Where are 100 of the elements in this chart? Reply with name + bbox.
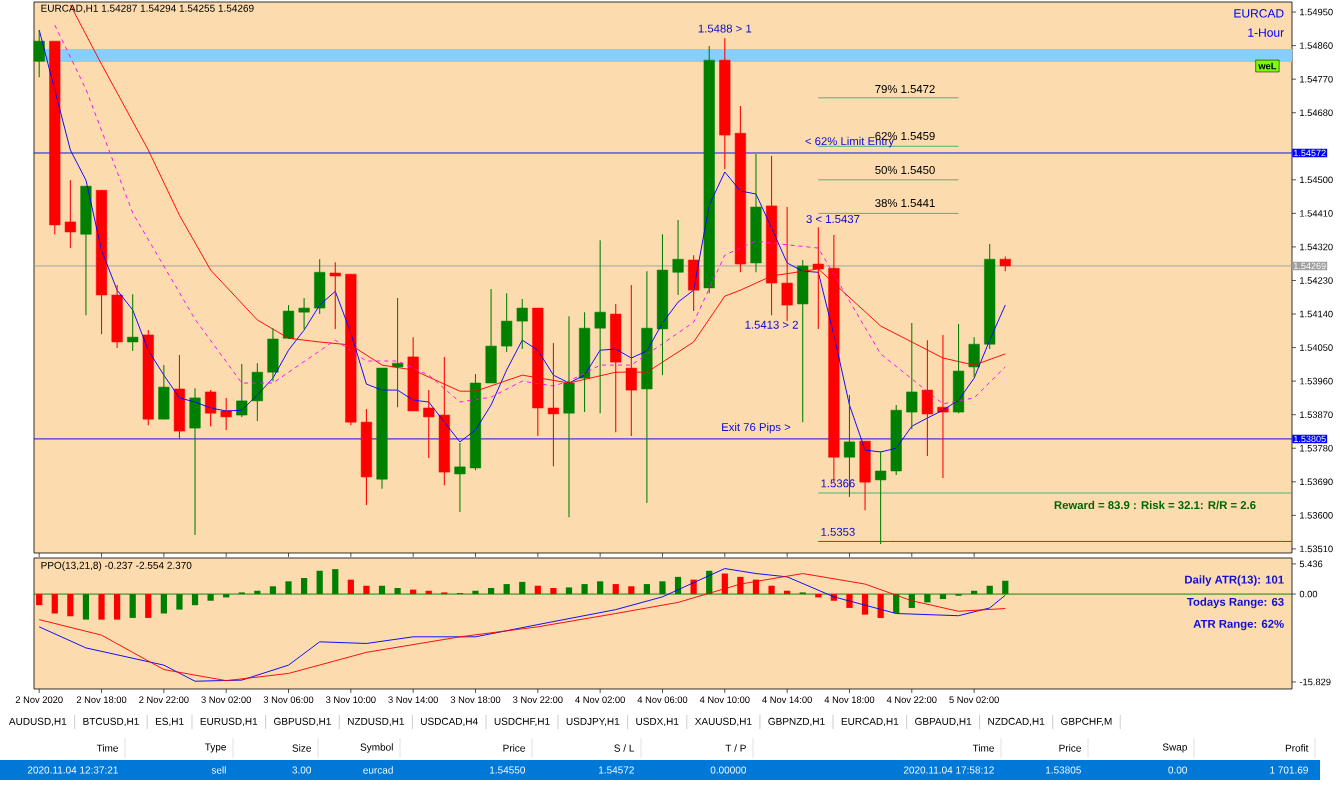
candlestick <box>485 288 497 384</box>
bar <box>51 594 58 614</box>
bar <box>534 585 541 595</box>
bar <box>861 594 869 615</box>
x-tick-label: 2 Nov 18:00 <box>76 696 127 703</box>
y-tick-label: 0.00 <box>1299 590 1318 598</box>
text: XAUUSD,H1 <box>694 717 752 727</box>
text: EURUSD,H1 <box>200 717 258 727</box>
bar <box>347 579 354 595</box>
category-label: Time <box>972 744 994 752</box>
candlestick <box>812 226 824 330</box>
x-tick-label: 3 Nov 22:00 <box>513 696 563 703</box>
y-tick-label: 1.54050 <box>1300 344 1333 351</box>
candlestick <box>267 327 279 382</box>
text: USDCHF,H1 <box>494 717 550 727</box>
text: sell <box>211 766 226 774</box>
text: GBPNZD,H1 <box>768 717 825 727</box>
bar <box>550 587 557 595</box>
text: 1-Hour <box>1248 28 1284 37</box>
candlestick <box>251 362 263 422</box>
candlestick <box>33 29 45 78</box>
category-label: Size <box>292 744 311 752</box>
x-tick-label: 4 Nov 22:00 <box>886 696 937 703</box>
candlestick <box>142 329 154 426</box>
text: EURCAD,H1 <box>841 717 899 727</box>
category-label: Price <box>1059 744 1081 752</box>
x-tick-label: 2 Nov 2020 <box>15 696 63 703</box>
annotation: 3 < 1.5437 <box>806 214 860 223</box>
annotation: 79% 1.5472 <box>875 85 935 94</box>
text: AUDUSD,H1 <box>8 717 67 727</box>
text: USDCAD,H4 <box>421 717 478 727</box>
y-tick-label: 1.54950 <box>1300 8 1333 16</box>
category-label: S / L <box>614 744 635 752</box>
candlestick <box>750 153 762 273</box>
bar <box>67 594 74 617</box>
bar <box>612 584 619 595</box>
candlestick <box>688 254 700 312</box>
text: GBPUSD,H1 <box>274 717 331 727</box>
annotation: ATR Range: 62% <box>1193 619 1284 631</box>
text: USDX,H1 <box>636 717 679 727</box>
candlestick <box>360 408 372 506</box>
y-tick-label: 1.53690 <box>1300 478 1333 486</box>
x-tick-label: 3 Nov 18:00 <box>450 696 501 703</box>
candlestick <box>298 297 310 330</box>
annotation: 1.5488 > 1 <box>698 24 752 33</box>
candlestick <box>734 105 746 273</box>
text: 1.54572 <box>599 766 634 774</box>
category-label: Swap <box>1162 743 1187 753</box>
candlestick <box>719 37 731 170</box>
text: 0.00 <box>1168 766 1187 774</box>
text: 2020.11.04 12:37:21 <box>27 766 118 774</box>
x-tick-label: 4 Nov 10:00 <box>699 696 750 703</box>
bar <box>737 576 744 595</box>
text: 3.00 <box>292 766 312 774</box>
x-tick-label: 3 Nov 06:00 <box>263 696 314 703</box>
bar <box>98 594 105 620</box>
y-tick-label: 1.53510 <box>1300 545 1333 553</box>
y-tick-label: -15.829 <box>1299 678 1331 686</box>
candlestick <box>205 389 217 427</box>
x-tick-label: 3 Nov 02:00 <box>201 696 251 703</box>
y-tick-label: 1.53780 <box>1300 444 1333 452</box>
y-tick-label: 1.54770 <box>1300 75 1333 83</box>
category-label: Symbol <box>360 743 393 753</box>
x-tick-label: 3 Nov 10:00 <box>326 696 376 703</box>
annotation: Exit 76 Pips > <box>722 422 791 434</box>
y-tick-label: 5.436 <box>1299 560 1323 568</box>
candlestick <box>890 404 902 476</box>
bar <box>768 585 775 595</box>
candlestick <box>220 397 232 431</box>
bar <box>628 586 635 595</box>
x-tick-label: 4 Nov 14:00 <box>762 696 812 703</box>
candlestick <box>703 45 715 294</box>
category-label: Price <box>503 744 525 752</box>
y-tick-label: 1.54500 <box>1300 176 1333 184</box>
y-tick-label: 1.54230 <box>1300 277 1333 284</box>
text: GBPCHF,M <box>1061 717 1112 727</box>
text: eurcad <box>363 766 393 774</box>
category-label: T / P <box>725 744 746 752</box>
text: 1 701.69 <box>1270 766 1308 774</box>
candlestick <box>329 261 341 330</box>
candlestick <box>984 243 996 350</box>
candlestick <box>454 442 466 513</box>
x-tick-label: 2 Nov 22:00 <box>139 696 189 703</box>
ref-line-label: 1.53805 <box>1294 435 1326 443</box>
annotation: 38% 1.5441 <box>875 199 935 208</box>
text: 1.53805 <box>1046 766 1081 774</box>
annotation: Daily ATR(13): 101 <box>1185 575 1284 586</box>
candlestick <box>594 239 606 414</box>
candlestick <box>765 155 778 316</box>
candlestick <box>501 292 513 353</box>
text: GBPAUD,H1 <box>915 717 972 727</box>
text: 0.00000 <box>710 766 746 774</box>
x-tick-label: 3 Nov 14:00 <box>388 696 438 703</box>
y-tick-label: 1.54140 <box>1300 310 1333 318</box>
candlestick <box>423 389 435 459</box>
ref-line-label: 1.54269 <box>1294 262 1326 270</box>
candlestick <box>314 258 326 315</box>
text: 1.54550 <box>490 766 525 774</box>
candlestick <box>376 367 388 490</box>
candlestick <box>158 364 170 420</box>
